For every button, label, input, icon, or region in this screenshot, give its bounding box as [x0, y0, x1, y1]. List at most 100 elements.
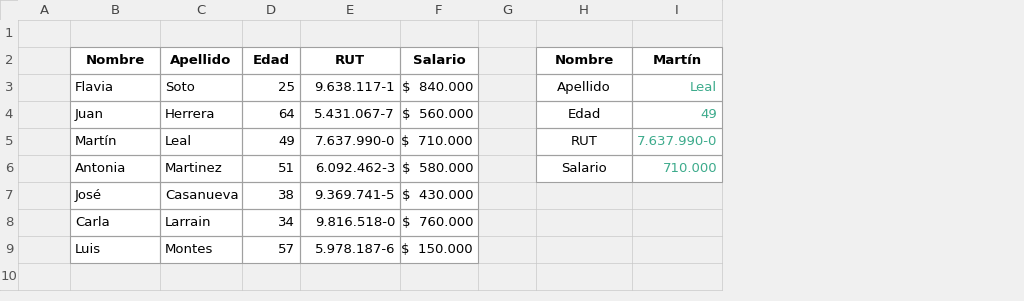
Bar [400, 155, 478, 182]
Bar [0, 263, 18, 290]
Bar [300, 155, 400, 182]
Text: 10: 10 [1, 270, 17, 283]
Bar [242, 128, 300, 155]
Text: 49: 49 [700, 108, 717, 121]
Text: H: H [579, 4, 589, 17]
Bar [160, 182, 242, 209]
Bar [478, 0, 536, 20]
Text: José: José [75, 189, 102, 202]
Bar [242, 182, 300, 209]
Bar [536, 128, 632, 155]
Bar [300, 101, 400, 128]
Bar [536, 74, 632, 101]
Text: Antonia: Antonia [75, 162, 126, 175]
Bar [632, 47, 722, 74]
Bar [70, 128, 160, 155]
Bar [242, 182, 300, 209]
Text: 7.637.990-0: 7.637.990-0 [314, 135, 395, 148]
Text: 710.000: 710.000 [663, 162, 717, 175]
Text: Leal: Leal [165, 135, 193, 148]
Text: Nombre: Nombre [554, 54, 613, 67]
Bar [536, 0, 632, 20]
Bar [160, 128, 242, 155]
Bar [70, 209, 160, 236]
Text: Nombre: Nombre [85, 54, 144, 67]
Text: 6: 6 [5, 162, 13, 175]
Bar [632, 74, 722, 101]
Text: 9.369.741-5: 9.369.741-5 [314, 189, 395, 202]
Text: Herrera: Herrera [165, 108, 215, 121]
Bar [0, 182, 18, 209]
Text: $  840.000: $ 840.000 [401, 81, 473, 94]
Bar [242, 236, 300, 263]
Text: Casanueva: Casanueva [165, 189, 239, 202]
Bar [300, 47, 400, 74]
Bar [242, 74, 300, 101]
Bar [536, 101, 632, 128]
Bar [632, 74, 722, 101]
Text: 5.431.067-7: 5.431.067-7 [314, 108, 395, 121]
Text: 25: 25 [278, 81, 295, 94]
Bar [300, 74, 400, 101]
Text: 51: 51 [278, 162, 295, 175]
Text: 2: 2 [5, 54, 13, 67]
Text: $  560.000: $ 560.000 [401, 108, 473, 121]
Bar [242, 47, 300, 74]
Bar [70, 47, 160, 74]
Bar [160, 236, 242, 263]
Bar [400, 47, 478, 74]
Text: Edad: Edad [253, 54, 290, 67]
Text: 8: 8 [5, 216, 13, 229]
Text: Apellido: Apellido [557, 81, 611, 94]
Bar [160, 47, 242, 74]
Text: 5.978.187-6: 5.978.187-6 [314, 243, 395, 256]
Text: 7.637.990-0: 7.637.990-0 [637, 135, 717, 148]
Bar [300, 209, 400, 236]
Text: 64: 64 [279, 108, 295, 121]
Bar [160, 155, 242, 182]
Bar [300, 128, 400, 155]
Bar [160, 101, 242, 128]
Bar [242, 209, 300, 236]
Text: 9: 9 [5, 243, 13, 256]
Bar [400, 209, 478, 236]
Text: Apellido: Apellido [170, 54, 231, 67]
Bar [160, 74, 242, 101]
Text: 4: 4 [5, 108, 13, 121]
Bar [242, 155, 300, 182]
Text: A: A [40, 4, 48, 17]
Bar [536, 128, 632, 155]
Bar [400, 128, 478, 155]
Text: Montes: Montes [165, 243, 213, 256]
Text: I: I [675, 4, 679, 17]
Text: Leal: Leal [690, 81, 717, 94]
Bar [400, 74, 478, 101]
Bar [536, 155, 632, 182]
Bar [632, 155, 722, 182]
Bar [536, 155, 632, 182]
Bar [70, 155, 160, 182]
Bar [400, 155, 478, 182]
Bar [300, 236, 400, 263]
Bar [160, 0, 242, 20]
Bar [400, 101, 478, 128]
Text: 6.092.462-3: 6.092.462-3 [314, 162, 395, 175]
Bar [536, 101, 632, 128]
Text: Soto: Soto [165, 81, 195, 94]
Bar [632, 0, 722, 20]
Bar [536, 74, 632, 101]
Text: Salario: Salario [561, 162, 607, 175]
Bar [70, 101, 160, 128]
Bar [242, 128, 300, 155]
Bar [536, 47, 632, 74]
Text: $  430.000: $ 430.000 [401, 189, 473, 202]
Bar [0, 74, 18, 101]
Bar [160, 74, 242, 101]
Bar [400, 128, 478, 155]
Text: Flavia: Flavia [75, 81, 114, 94]
Text: 3: 3 [5, 81, 13, 94]
Text: F: F [435, 4, 442, 17]
Text: 34: 34 [279, 216, 295, 229]
Bar [242, 74, 300, 101]
Bar [242, 236, 300, 263]
